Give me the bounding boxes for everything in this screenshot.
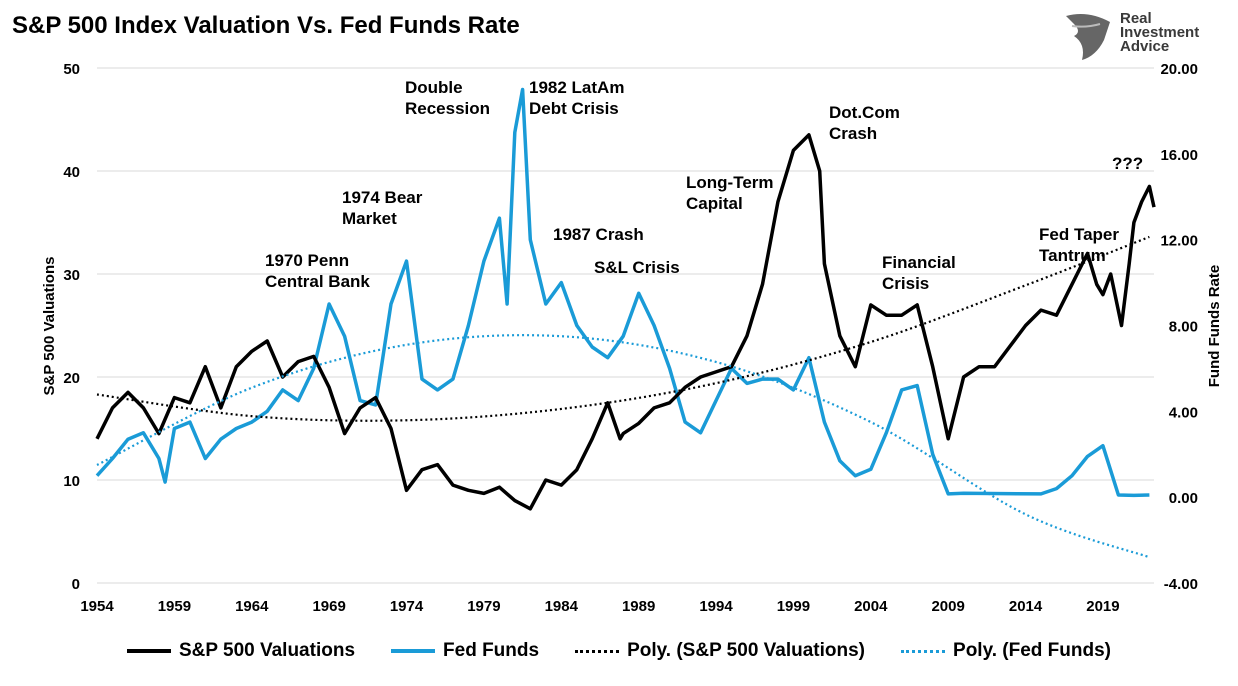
logo-text: Real Investment Advice [1120, 10, 1200, 55]
x-tick-label: 1979 [467, 598, 500, 615]
y-axis-label: S&P 500 Valuations [41, 257, 58, 396]
event-annotation: 1982 LatAm Debt Crisis [529, 78, 625, 118]
event-annotation: 1974 Bear Market [342, 188, 423, 228]
y-tick-label: 10 [63, 473, 80, 490]
event-annotation: S&L Crisis [594, 258, 680, 277]
legend-item-fed-funds[interactable]: Fed Funds [391, 640, 539, 662]
event-annotation: ??? [1112, 154, 1144, 173]
event-annotation: 1970 Penn Central Bank [265, 251, 370, 291]
legend-item-poly-fed[interactable]: Poly. (Fed Funds) [901, 640, 1111, 662]
event-annotation: Dot.Com Crash [829, 103, 900, 143]
fed-funds-line [95, 87, 1150, 498]
y-tick-label: 20 [63, 370, 80, 387]
y-tick-label: 50 [63, 61, 80, 78]
x-tick-label: 2009 [931, 598, 964, 615]
event-annotation: Long-Term Capital [686, 173, 774, 213]
event-annotation: Financial Crisis [882, 253, 956, 293]
y-tick-label: 0 [72, 576, 80, 593]
event-annotation: Double Recession [405, 78, 491, 118]
y-tick-label: 30 [63, 267, 80, 284]
poly-sp500-trendline [96, 235, 1150, 422]
x-tick-label: 1984 [545, 598, 579, 615]
x-tick-label: 1989 [622, 598, 655, 615]
x-tick-label: 1964 [235, 598, 269, 615]
legend-item-poly-sp500[interactable]: Poly. (S&P 500 Valuations) [575, 640, 865, 662]
legend-item-sp500[interactable]: S&P 500 Valuations [127, 640, 355, 662]
poly-fed-trendline [96, 334, 1150, 559]
y2-tick-label: 12.00 [1160, 233, 1198, 250]
y2-tick-label: 8.00 [1169, 319, 1198, 336]
x-tick-label: 1959 [158, 598, 191, 615]
eagle-shield-icon [1066, 14, 1110, 60]
x-tick-label: 2019 [1086, 598, 1119, 615]
x-tick-label: 1954 [80, 598, 114, 615]
y2-tick-label: 0.00 [1169, 490, 1198, 507]
event-annotation: Fed Taper Tantrum [1039, 225, 1119, 265]
sp500-line [95, 133, 1156, 511]
x-tick-label: 2014 [1009, 598, 1043, 615]
x-tick-label: 1999 [777, 598, 810, 615]
event-annotation: 1987 Crash [553, 225, 644, 244]
y-tick-label: 40 [63, 164, 80, 181]
real-investment-advice-logo: Real Investment Advice [1060, 10, 1230, 60]
x-tick-label: 1969 [312, 598, 345, 615]
y2-axis-label: Fund Funds Rate [1206, 265, 1223, 388]
legend: S&P 500 Valuations Fed Funds Poly. (S&P … [0, 640, 1238, 662]
x-tick-label: 1994 [699, 598, 733, 615]
x-tick-label: 2004 [854, 598, 888, 615]
chart-title: S&P 500 Index Valuation Vs. Fed Funds Ra… [12, 12, 520, 39]
x-tick-label: 1974 [390, 598, 424, 615]
y2-tick-label: 4.00 [1169, 404, 1198, 421]
y2-tick-label: -4.00 [1164, 576, 1198, 593]
y2-tick-label: 16.00 [1160, 147, 1198, 164]
y2-tick-label: 20.00 [1160, 61, 1198, 78]
